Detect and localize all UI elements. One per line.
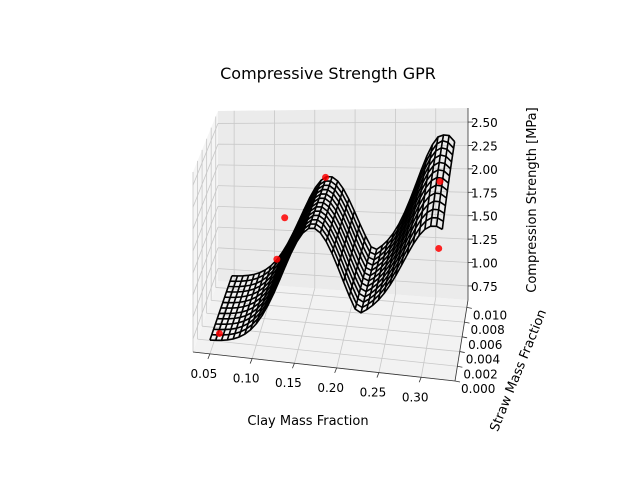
surface-line [238, 272, 261, 338]
surface-line [406, 169, 423, 255]
x-tick-label: 0.05 [191, 367, 218, 381]
z-tick-label: 1.25 [471, 233, 498, 247]
surface-line [383, 223, 400, 294]
surface-line [296, 187, 317, 242]
surface-line [249, 265, 272, 331]
x-tick-label: 0.30 [402, 390, 429, 404]
surface-line [389, 212, 406, 286]
left-pane [193, 111, 218, 352]
surface-line [313, 176, 333, 229]
data-point [436, 178, 444, 186]
surface-line [226, 275, 250, 341]
surface-line [307, 176, 328, 229]
surface-line [371, 239, 389, 306]
surface-line [395, 199, 411, 276]
y-tick-label: 0.004 [466, 353, 500, 367]
z-tick-label: 0.75 [471, 280, 498, 294]
y-tick-label: 0.006 [468, 338, 502, 352]
surface-line [278, 220, 300, 281]
surface [209, 134, 456, 342]
z-tick-label: 2.50 [471, 116, 498, 130]
surface-line [290, 197, 311, 254]
x-tick-labels: 0.05 0.10 0.15 0.20 0.25 0.30 [191, 353, 429, 404]
x-tick-label: 0.25 [360, 386, 387, 400]
y-tick-label: 0.010 [473, 308, 507, 322]
z-tick-label: 2.00 [471, 163, 498, 177]
surface-line [319, 180, 339, 234]
surface-line [232, 274, 255, 340]
data-point [281, 214, 289, 222]
data-points [215, 173, 444, 337]
surface-line [325, 188, 345, 242]
surface-line [261, 252, 283, 316]
surface-line [342, 223, 361, 283]
surface-line [267, 243, 289, 306]
z-tick-label: 1.00 [471, 257, 498, 271]
surface-line [244, 269, 267, 335]
surface-line [273, 232, 294, 294]
x-tick-label: 0.10 [233, 372, 260, 386]
surface-line [429, 134, 445, 227]
axis-edges [192, 108, 469, 382]
surface-line [331, 198, 350, 254]
surface-line [412, 155, 428, 245]
surface-line [418, 144, 434, 236]
surface-line [360, 249, 378, 314]
chart-title: Compressive Strength GPR [220, 64, 436, 83]
z-tick-labels: 0.75 1.00 1.25 1.50 1.75 2.00 2.25 2.50 [468, 116, 498, 294]
surface-line [348, 235, 367, 297]
z-axis-label: Compression Strength [MPa] [525, 107, 540, 292]
surface-line [354, 246, 372, 310]
y-tick-label: 0.000 [461, 382, 495, 396]
surface-line [255, 259, 278, 324]
surface-line [366, 245, 384, 310]
z-tick-label: 1.75 [471, 186, 498, 200]
data-point [215, 329, 223, 337]
z-tick-label: 2.25 [471, 139, 498, 153]
surface-line [435, 135, 450, 227]
data-point [435, 244, 443, 252]
surface-line [302, 180, 322, 234]
x-tick-label: 0.15 [275, 376, 302, 390]
surface-line [424, 136, 439, 230]
surface-line [400, 184, 417, 266]
surface-line [220, 275, 244, 341]
surface-line [209, 275, 233, 341]
x-tick-label: 0.20 [317, 381, 344, 395]
surface-line [377, 232, 395, 301]
data-point [322, 173, 330, 181]
surface-line [214, 275, 239, 341]
data-point [273, 255, 281, 263]
surface-line [441, 141, 456, 230]
z-tick-label: 1.50 [471, 210, 498, 224]
surface-line [284, 208, 306, 267]
x-axis-label: Clay Mass Fraction [247, 414, 368, 429]
surface-line [336, 211, 356, 268]
y-tick-label: 0.008 [470, 323, 504, 337]
y-tick-label: 0.002 [463, 367, 497, 381]
